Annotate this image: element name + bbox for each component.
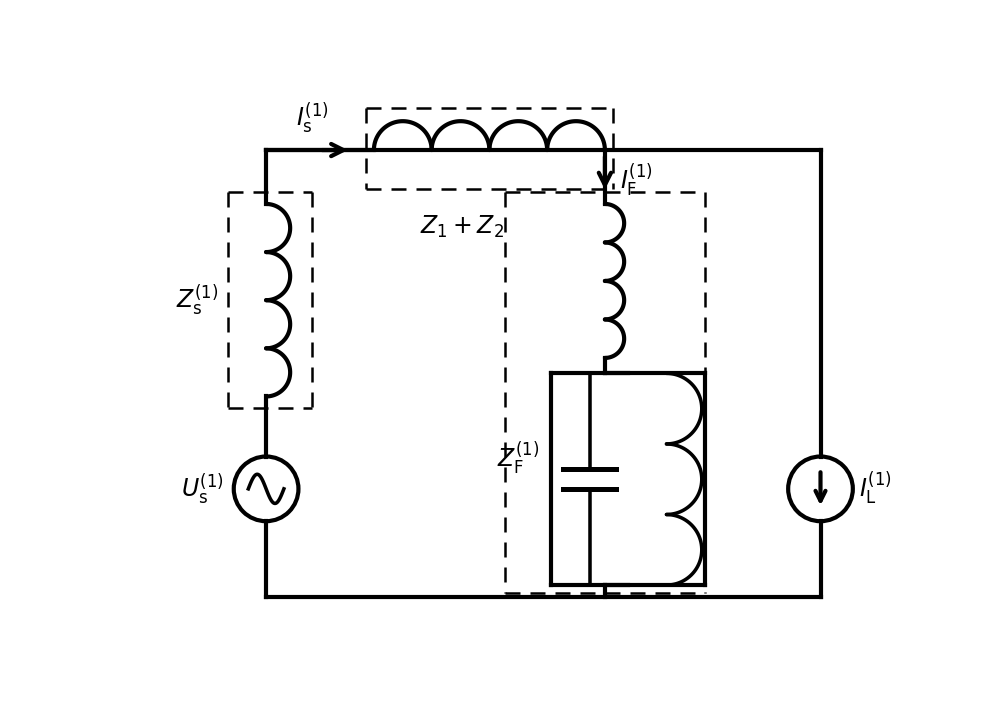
Text: $I_{\mathrm{F}}^{(1)}$: $I_{\mathrm{F}}^{(1)}$	[620, 162, 653, 200]
Text: $I_{\mathrm{s}}^{(1)}$: $I_{\mathrm{s}}^{(1)}$	[296, 101, 329, 136]
Text: $Z_{\mathrm{s}}^{(1)}$: $Z_{\mathrm{s}}^{(1)}$	[176, 283, 218, 318]
Text: $Z_{\mathrm{F}}^{(1)}$: $Z_{\mathrm{F}}^{(1)}$	[497, 439, 540, 477]
Text: $U_{\mathrm{s}}^{(1)}$: $U_{\mathrm{s}}^{(1)}$	[181, 471, 224, 507]
Text: $I_{\mathrm{L}}^{(1)}$: $I_{\mathrm{L}}^{(1)}$	[859, 470, 892, 508]
Text: $Z_1 + Z_2$: $Z_1 + Z_2$	[420, 214, 504, 240]
